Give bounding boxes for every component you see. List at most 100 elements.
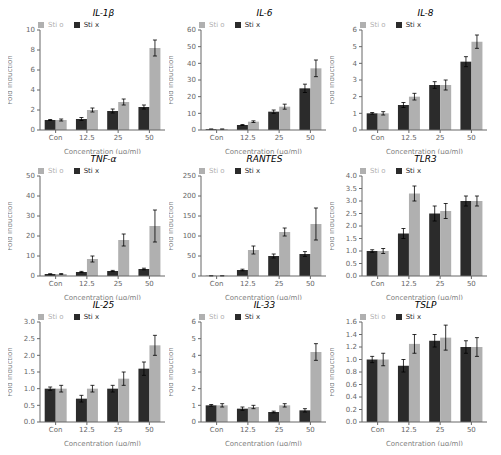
svg-text:1: 1 xyxy=(192,402,196,410)
svg-text:12.5: 12.5 xyxy=(79,426,95,434)
svg-text:1.0: 1.0 xyxy=(24,385,35,393)
svg-text:5: 5 xyxy=(192,335,196,343)
svg-text:4: 4 xyxy=(192,352,197,360)
svg-text:10: 10 xyxy=(187,110,196,118)
svg-text:200: 200 xyxy=(183,192,196,200)
svg-text:0.5: 0.5 xyxy=(24,402,35,410)
svg-text:0.8: 0.8 xyxy=(346,368,357,376)
svg-text:0: 0 xyxy=(353,126,357,134)
svg-text:0.0: 0.0 xyxy=(346,418,357,426)
svg-text:50: 50 xyxy=(187,43,196,51)
svg-text:2: 2 xyxy=(353,93,357,101)
svg-text:12.5: 12.5 xyxy=(79,280,95,288)
svg-text:Con: Con xyxy=(49,280,63,288)
svg-text:150: 150 xyxy=(183,212,196,220)
svg-text:25: 25 xyxy=(275,426,284,434)
svg-text:Fold Induction: Fold Induction xyxy=(8,347,14,396)
svg-text:50: 50 xyxy=(467,426,476,434)
svg-text:10: 10 xyxy=(26,252,35,260)
svg-text:1.6: 1.6 xyxy=(346,318,358,326)
svg-text:1.4: 1.4 xyxy=(346,331,358,339)
svg-text:25: 25 xyxy=(436,426,445,434)
svg-text:0.6: 0.6 xyxy=(346,381,358,389)
svg-text:50: 50 xyxy=(306,134,315,142)
svg-text:25: 25 xyxy=(114,426,123,434)
svg-text:3.0: 3.0 xyxy=(24,318,35,326)
svg-text:12.5: 12.5 xyxy=(401,134,417,142)
svg-text:25: 25 xyxy=(275,134,284,142)
svg-text:1.2: 1.2 xyxy=(346,343,357,351)
svg-text:20: 20 xyxy=(187,93,196,101)
svg-text:10: 10 xyxy=(26,26,35,34)
svg-text:12.5: 12.5 xyxy=(240,426,256,434)
svg-text:12.5: 12.5 xyxy=(401,426,417,434)
svg-text:2.0: 2.0 xyxy=(24,352,35,360)
svg-text:Con: Con xyxy=(210,134,224,142)
svg-text:0: 0 xyxy=(192,126,196,134)
svg-text:Con: Con xyxy=(49,134,63,142)
svg-text:5: 5 xyxy=(353,43,357,51)
svg-text:3: 3 xyxy=(353,76,357,84)
svg-text:Concentration (μg/ml): Concentration (μg/ml) xyxy=(225,148,302,154)
svg-text:2.5: 2.5 xyxy=(346,210,357,218)
svg-text:6: 6 xyxy=(192,318,197,326)
svg-text:0: 0 xyxy=(192,418,196,426)
svg-text:0: 0 xyxy=(31,272,35,280)
svg-text:4: 4 xyxy=(31,86,36,94)
svg-text:60: 60 xyxy=(187,26,196,34)
svg-text:3: 3 xyxy=(192,368,196,376)
svg-text:Fold Induction: Fold Induction xyxy=(330,201,336,250)
svg-text:1.0: 1.0 xyxy=(346,356,357,364)
svg-text:Fold Induction: Fold Induction xyxy=(8,55,14,104)
svg-text:250: 250 xyxy=(183,172,196,180)
svg-text:50: 50 xyxy=(145,426,154,434)
svg-text:1.5: 1.5 xyxy=(24,368,35,376)
svg-text:12.5: 12.5 xyxy=(240,134,256,142)
svg-text:50: 50 xyxy=(145,280,154,288)
svg-text:0.5: 0.5 xyxy=(346,260,357,268)
svg-text:25: 25 xyxy=(114,280,123,288)
svg-text:6: 6 xyxy=(31,66,36,74)
svg-text:2: 2 xyxy=(192,385,196,393)
svg-text:Con: Con xyxy=(371,426,385,434)
svg-text:1.0: 1.0 xyxy=(346,247,357,255)
svg-text:12.5: 12.5 xyxy=(79,134,95,142)
svg-text:Con: Con xyxy=(210,280,224,288)
svg-text:Con: Con xyxy=(371,280,385,288)
svg-text:0.0: 0.0 xyxy=(346,272,357,280)
svg-text:0: 0 xyxy=(31,126,35,134)
svg-text:50: 50 xyxy=(145,134,154,142)
svg-text:3.5: 3.5 xyxy=(346,185,357,193)
svg-text:Con: Con xyxy=(371,134,385,142)
svg-text:Concentration (μg/ml): Concentration (μg/ml) xyxy=(225,294,302,300)
svg-text:50: 50 xyxy=(306,280,315,288)
svg-text:0.4: 0.4 xyxy=(346,393,358,401)
svg-text:0.0: 0.0 xyxy=(24,418,35,426)
svg-text:30: 30 xyxy=(187,76,196,84)
svg-text:8: 8 xyxy=(31,46,35,54)
svg-text:Concentration (μg/ml): Concentration (μg/ml) xyxy=(386,294,463,300)
svg-text:4: 4 xyxy=(353,60,358,68)
svg-text:1.5: 1.5 xyxy=(346,235,357,243)
svg-text:0: 0 xyxy=(192,272,196,280)
svg-text:0.2: 0.2 xyxy=(346,406,357,414)
svg-text:Concentration (μg/ml): Concentration (μg/ml) xyxy=(64,294,141,300)
svg-text:Con: Con xyxy=(49,426,63,434)
svg-text:3.0: 3.0 xyxy=(346,197,357,205)
svg-text:6: 6 xyxy=(353,26,358,34)
svg-text:50: 50 xyxy=(187,252,196,260)
svg-text:50: 50 xyxy=(467,280,476,288)
svg-text:25: 25 xyxy=(275,280,284,288)
svg-text:Concentration (μg/ml): Concentration (μg/ml) xyxy=(386,148,463,154)
svg-text:2.5: 2.5 xyxy=(24,335,35,343)
svg-text:100: 100 xyxy=(183,232,196,240)
svg-text:50: 50 xyxy=(467,134,476,142)
svg-text:12.5: 12.5 xyxy=(401,280,417,288)
svg-text:Con: Con xyxy=(210,426,224,434)
svg-text:50: 50 xyxy=(306,426,315,434)
svg-text:25: 25 xyxy=(436,280,445,288)
svg-text:2: 2 xyxy=(31,106,35,114)
svg-text:25: 25 xyxy=(114,134,123,142)
svg-text:2.0: 2.0 xyxy=(346,222,357,230)
svg-text:Fold Induction: Fold Induction xyxy=(169,347,175,396)
